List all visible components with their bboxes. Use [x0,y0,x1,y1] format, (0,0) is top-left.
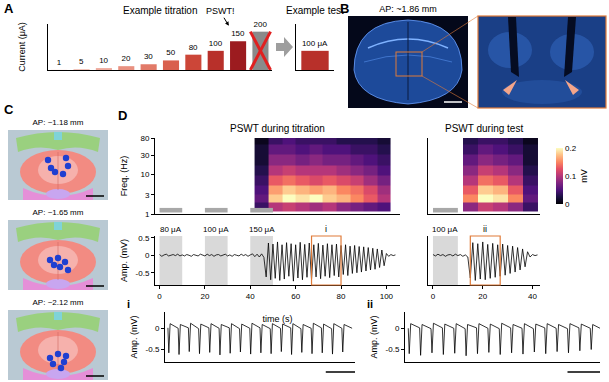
svg-text:-0.5: -0.5 [146,345,160,354]
html-text:A: A [4,1,14,16]
svg-text:i: i [325,224,327,234]
svg-text:PSWT during titration: PSWT during titration [230,123,325,134]
svg-text:mV: mV [579,169,589,183]
svg-text:40: 40 [246,292,255,301]
svg-text:0: 0 [155,324,160,333]
svg-text:150: 150 [231,29,245,38]
html-text:B: B [340,1,350,16]
svg-text:Freq. (Hz): Freq. (Hz) [119,156,129,197]
svg-text:ii: ii [367,298,373,310]
svg-text:200: 200 [253,20,267,29]
svg-text:80: 80 [140,134,149,143]
svg-text:Amp. (mV): Amp. (mV) [369,315,379,358]
svg-text:Current (μA): Current (μA) [17,22,27,72]
svg-text:60: 60 [291,292,300,301]
svg-text:0: 0 [157,292,162,301]
svg-text:20: 20 [122,54,131,63]
svg-text:30: 30 [140,151,149,160]
svg-text:-0.5: -0.5 [386,345,400,354]
svg-text:5: 5 [79,57,84,66]
svg-text:AP: ~1.86 mm: AP: ~1.86 mm [379,4,436,14]
svg-text:10: 10 [140,170,149,179]
svg-text:time (s): time (s) [263,314,293,324]
html-text:D: D [118,108,128,123]
svg-text:30: 30 [144,52,153,61]
svg-text:100 μA: 100 μA [432,225,458,234]
svg-text:AP: ~1.65 mm: AP: ~1.65 mm [33,208,84,217]
svg-text:50: 50 [166,48,175,57]
svg-text:PSWT!: PSWT! [206,6,235,16]
svg-text:Example test: Example test [286,5,344,16]
svg-text:Amp. (mV): Amp. (mV) [129,315,139,358]
svg-text:3: 3 [145,191,150,200]
svg-text:40: 40 [528,292,537,301]
svg-text:i: i [127,298,130,310]
svg-text:AP: ~2.12 mm: AP: ~2.12 mm [33,298,84,307]
svg-text:20: 20 [200,292,209,301]
svg-text:ii: ii [483,224,487,234]
svg-text:0.5: 0.5 [138,234,150,243]
svg-text:0.2: 0.2 [565,144,577,153]
svg-text:0: 0 [145,251,150,260]
svg-text:80 μA: 80 μA [160,225,182,234]
svg-text:0: 0 [395,324,400,333]
svg-text:100: 100 [209,39,223,48]
svg-text:100 μA: 100 μA [302,39,328,48]
html-text:C: C [4,102,14,117]
svg-text:1: 1 [145,210,150,219]
svg-text:Amp. (mV): Amp. (mV) [119,239,129,282]
svg-text:10: 10 [99,56,108,65]
svg-text:100 μA: 100 μA [203,225,229,234]
svg-text:1: 1 [57,58,62,67]
svg-text:Example titration: Example titration [123,5,197,16]
svg-text:100: 100 [380,292,394,301]
svg-text:AP: ~1.18 mm: AP: ~1.18 mm [33,118,84,127]
svg-text:0.1: 0.1 [565,172,577,181]
svg-text:-0.5: -0.5 [136,269,150,278]
svg-text:PSWT during test: PSWT during test [445,123,523,134]
svg-text:0: 0 [431,292,436,301]
svg-text:150 μA: 150 μA [249,225,275,234]
svg-text:20: 20 [478,292,487,301]
svg-text:80: 80 [189,43,198,52]
svg-text:80: 80 [337,292,346,301]
svg-text:0: 0 [565,200,570,209]
